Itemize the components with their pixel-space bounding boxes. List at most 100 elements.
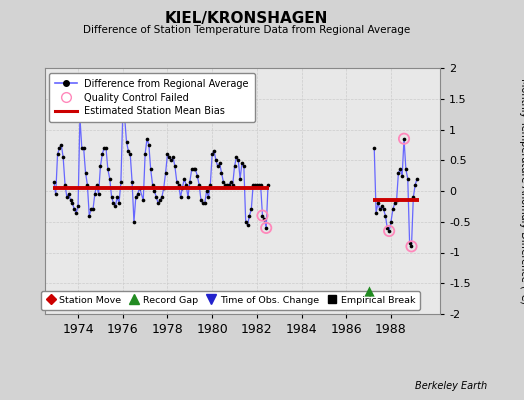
Point xyxy=(411,182,419,188)
Text: Berkeley Earth: Berkeley Earth xyxy=(415,381,487,391)
Point xyxy=(122,139,130,145)
Point xyxy=(242,218,250,225)
Y-axis label: Monthly Temperature Anomaly Difference (°C): Monthly Temperature Anomaly Difference (… xyxy=(519,78,524,304)
Point xyxy=(72,209,80,216)
Point xyxy=(406,240,414,246)
Point xyxy=(243,222,252,228)
Point xyxy=(165,154,173,160)
Point xyxy=(212,157,220,164)
Text: Difference of Station Temperature Data from Regional Average: Difference of Station Temperature Data f… xyxy=(83,25,410,35)
Point xyxy=(50,178,58,185)
Point xyxy=(94,191,103,197)
Point xyxy=(57,142,66,148)
Point xyxy=(130,218,138,225)
Point xyxy=(249,182,257,188)
Point xyxy=(163,151,172,157)
Point xyxy=(400,136,408,142)
Point xyxy=(389,206,397,213)
Point xyxy=(143,136,151,142)
Point xyxy=(74,203,82,210)
Point xyxy=(102,145,110,151)
Point xyxy=(141,151,149,157)
Point xyxy=(403,176,412,182)
Point xyxy=(256,182,265,188)
Point xyxy=(377,203,386,210)
Point xyxy=(381,212,389,219)
Point xyxy=(262,225,270,231)
Point xyxy=(398,172,406,179)
Point xyxy=(214,163,222,170)
Point xyxy=(111,203,119,210)
Point xyxy=(81,169,90,176)
Point xyxy=(145,142,153,148)
Point xyxy=(245,212,254,219)
Point xyxy=(64,191,73,197)
Point xyxy=(59,154,68,160)
Point xyxy=(76,114,84,120)
Point xyxy=(85,212,93,219)
Point xyxy=(107,194,116,200)
Point xyxy=(100,145,108,151)
Point xyxy=(188,166,196,173)
Point xyxy=(117,178,125,185)
Point xyxy=(51,191,60,197)
Point xyxy=(402,166,410,173)
Point xyxy=(63,194,71,200)
Point xyxy=(191,166,200,173)
Point xyxy=(70,206,79,213)
Point xyxy=(236,176,244,182)
Point xyxy=(383,225,391,231)
Point xyxy=(193,172,201,179)
Point xyxy=(158,194,166,200)
Point xyxy=(400,136,408,142)
Point xyxy=(96,163,105,170)
Point xyxy=(387,218,395,225)
Point xyxy=(91,191,99,197)
Point xyxy=(210,148,218,154)
Point xyxy=(262,225,270,231)
Point xyxy=(150,188,159,194)
Point xyxy=(189,166,198,173)
Point xyxy=(184,194,192,200)
Point xyxy=(234,157,243,164)
Point xyxy=(68,200,77,206)
Point xyxy=(228,182,237,188)
Point xyxy=(215,160,224,166)
Point xyxy=(253,182,261,188)
Point xyxy=(251,182,259,188)
Point xyxy=(223,182,231,188)
Point xyxy=(167,157,176,164)
Point xyxy=(105,176,114,182)
Point xyxy=(239,163,248,170)
Point xyxy=(258,212,267,219)
Point xyxy=(139,197,147,204)
Point xyxy=(376,206,384,213)
Point xyxy=(258,212,267,219)
Point xyxy=(124,148,133,154)
Point xyxy=(113,194,122,200)
Point xyxy=(169,154,177,160)
Point xyxy=(135,185,144,191)
Legend: Station Move, Record Gap, Time of Obs. Change, Empirical Break: Station Move, Record Gap, Time of Obs. C… xyxy=(41,291,420,310)
Text: KIEL/KRONSHAGEN: KIEL/KRONSHAGEN xyxy=(165,10,328,26)
Point xyxy=(199,200,207,206)
Point xyxy=(171,163,179,170)
Point xyxy=(89,206,97,213)
Point xyxy=(67,197,75,204)
Point xyxy=(206,182,214,188)
Point xyxy=(83,182,92,188)
Point xyxy=(172,178,181,185)
Point xyxy=(208,151,216,157)
Point xyxy=(231,163,239,170)
Point xyxy=(104,166,112,173)
Point xyxy=(156,197,164,204)
Point xyxy=(374,200,382,206)
Point xyxy=(93,182,101,188)
Point xyxy=(372,209,380,216)
Point xyxy=(148,182,157,188)
Point xyxy=(174,182,183,188)
Point xyxy=(370,145,378,151)
Point xyxy=(159,185,168,191)
Point xyxy=(413,176,421,182)
Point xyxy=(385,228,394,234)
